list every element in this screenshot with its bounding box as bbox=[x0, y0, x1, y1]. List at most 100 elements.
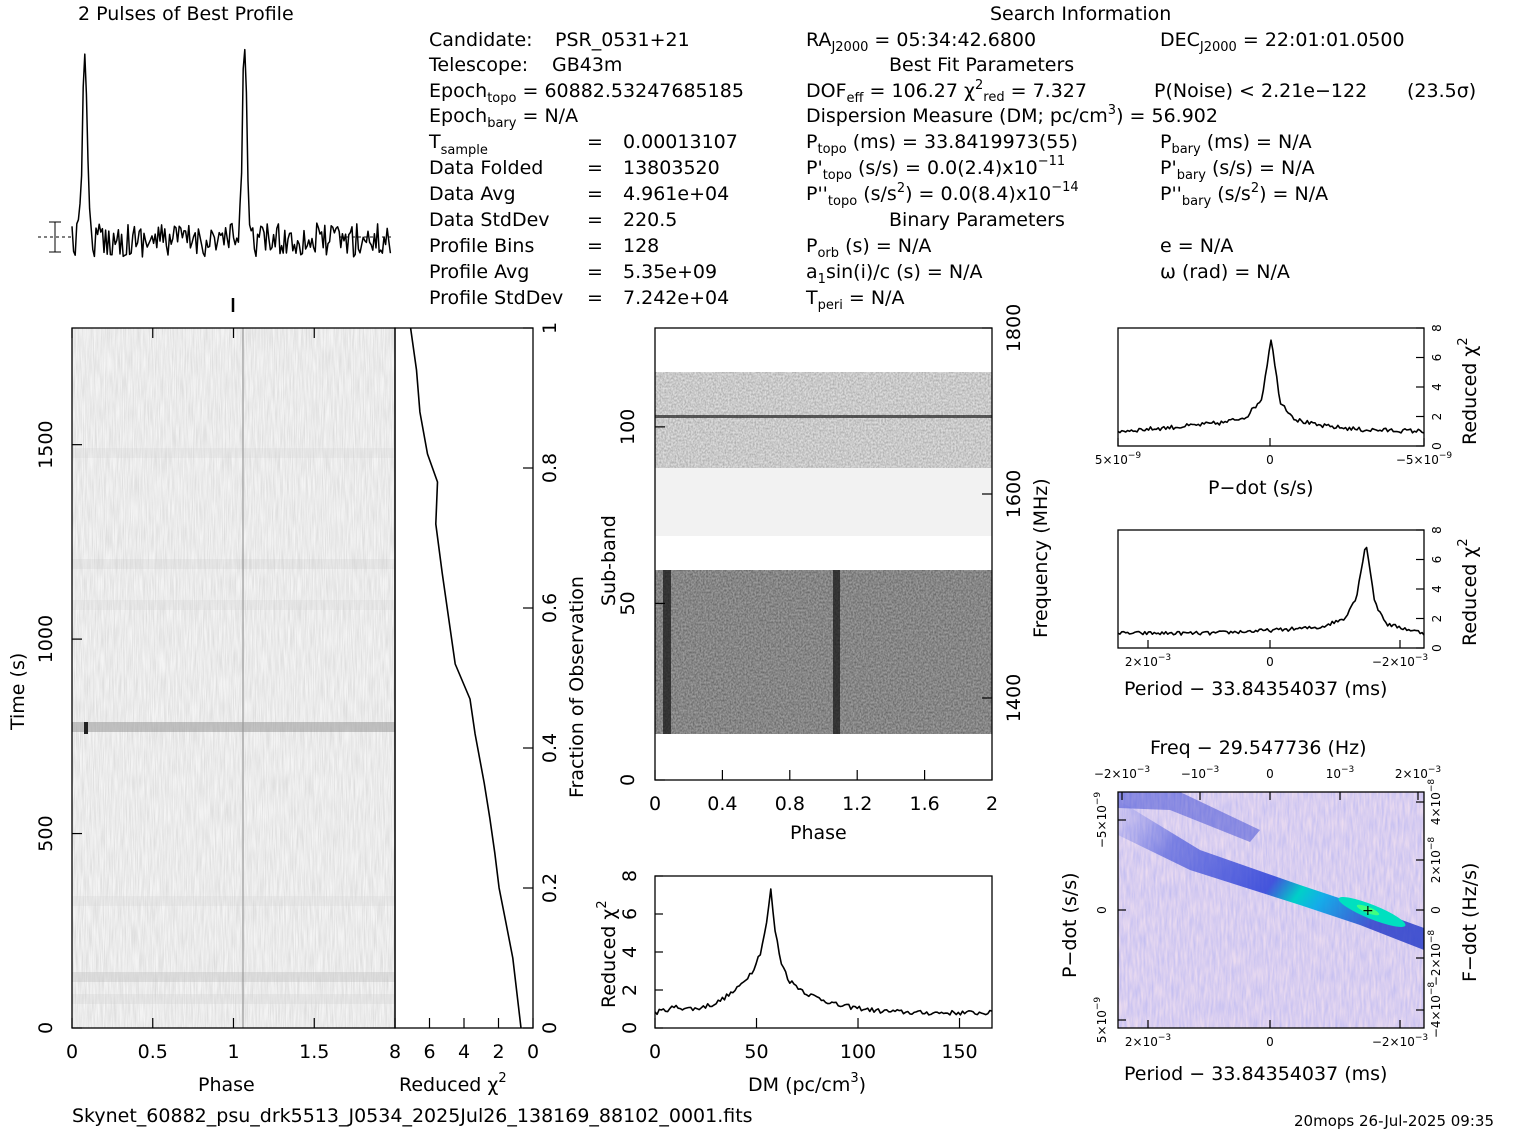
search-info-title: Search Information bbox=[990, 3, 1171, 25]
tick-label: 2 bbox=[986, 793, 998, 815]
dm-curve-panel: 0 50 100 150 0 2 4 6 8 DM (pc/cm3) Reduced χ2 bbox=[595, 870, 993, 1096]
subband-block-lower-noise bbox=[655, 570, 992, 734]
ra-value: 05:34:42.6800 bbox=[896, 29, 1036, 51]
tick-label: 2×10−3 bbox=[1125, 1033, 1171, 1049]
ppdot-band-upper bbox=[1118, 792, 1260, 842]
tick-label: 4 bbox=[1430, 585, 1444, 593]
tick-label: 0 bbox=[1430, 644, 1444, 652]
time-row bbox=[72, 448, 395, 458]
tick-label: −4×10−8 bbox=[1427, 982, 1443, 1039]
t-peri-label: Tperi = N/A bbox=[805, 287, 904, 313]
p-noise: P(Noise) < 2.21e−122 bbox=[1154, 80, 1367, 102]
omega-value: N/A bbox=[1256, 261, 1290, 283]
tick-label: 0 bbox=[1429, 906, 1443, 914]
tick-label: −5×10−9 bbox=[1093, 792, 1109, 849]
chi2-fraction-panel: 8 6 4 2 00 0.2 0.4 0.6 0.8 1 Reduced χ2 Fraction … bbox=[389, 322, 588, 1096]
tick-label: 0.2 bbox=[539, 873, 561, 903]
tick-label: 1.5 bbox=[299, 1041, 329, 1063]
subband-frame bbox=[654, 327, 993, 781]
ppdot-xlabel: Period − 33.84354037 (ms) bbox=[1124, 1063, 1387, 1085]
chi2-fraction-xlabel: Reduced χ2 bbox=[399, 1071, 507, 1096]
tick-label: −2×10−3 bbox=[1372, 1033, 1428, 1049]
period-curve-frame bbox=[1117, 529, 1425, 649]
e-label: e = N/A bbox=[1160, 235, 1233, 257]
bright-pixel bbox=[84, 722, 88, 734]
candidate-value: PSR_0531+21 bbox=[555, 29, 690, 51]
tick-label: 1600 bbox=[1003, 470, 1025, 518]
tick-label: −10−3 bbox=[1181, 765, 1220, 781]
profile-title: 2 Pulses of Best Profile bbox=[78, 3, 294, 25]
tick-label: 8 bbox=[389, 1041, 401, 1063]
tick-label: 5×10−9 bbox=[1095, 451, 1142, 467]
tick-label: 0 bbox=[1266, 655, 1274, 669]
tick-label: 4 bbox=[458, 1041, 470, 1063]
pd-bary-label: P'bary (s/s) = N/A bbox=[1160, 157, 1315, 183]
period-curve-line bbox=[1117, 546, 1425, 636]
tick-label: 0 bbox=[619, 1022, 641, 1034]
tick-label: 8 bbox=[619, 870, 641, 882]
tick-label: 2 bbox=[1430, 413, 1444, 421]
eq-sign: = bbox=[587, 235, 603, 257]
tick-label: 50 bbox=[617, 591, 639, 615]
epoch-topo-label: Epochtopo = 60882.53247685185 bbox=[429, 80, 744, 106]
eq-sign: = bbox=[587, 157, 603, 179]
info-column-1: Candidate: PSR_0531+21 Telescope: GB43m … bbox=[428, 29, 744, 309]
subband-ylabel: Sub-band bbox=[598, 515, 620, 606]
a1sini-label: a1sin(i)/c (s) = N/A bbox=[806, 261, 983, 287]
ppdot-ylabel: P−dot (s/s) bbox=[1059, 872, 1081, 978]
pd-bary-value: N/A bbox=[1281, 157, 1315, 179]
data-stddev-value: 220.5 bbox=[623, 209, 677, 231]
tick-label: 0 bbox=[1266, 453, 1274, 467]
epoch-bary-value: N/A bbox=[544, 105, 578, 127]
time-row bbox=[72, 994, 395, 1004]
tick-label: 4 bbox=[1430, 383, 1444, 391]
footer-stamp: 20mops 26-Jul-2025 09:35 bbox=[1294, 1112, 1494, 1130]
rfi-row bbox=[655, 415, 992, 418]
p-orb-label: Porb (s) = N/A bbox=[806, 235, 931, 261]
profile-bins-value: 128 bbox=[623, 235, 659, 257]
chi2-fraction-ylabel: Fraction of Observation bbox=[566, 576, 588, 798]
e-value: N/A bbox=[1200, 235, 1234, 257]
data-folded-value: 13803520 bbox=[623, 157, 720, 179]
tick-label: 0 bbox=[527, 1041, 539, 1063]
info-column-2: RAJ2000 = 05:34:42.6800 DECJ2000 = 22:01… bbox=[805, 29, 1476, 313]
profile-stddev-label: Profile StdDev bbox=[429, 287, 563, 309]
tick-label: 100 bbox=[840, 1041, 876, 1063]
binary-title: Binary Parameters bbox=[889, 209, 1065, 231]
pd-topo-value: 0.0(2.4)x10 bbox=[927, 157, 1038, 179]
tick-label: 0 bbox=[539, 1022, 561, 1034]
dof-value: 106.27 bbox=[891, 80, 957, 102]
tick-label: −2×10−8 bbox=[1427, 930, 1443, 987]
pdd-topo-value: 0.0(8.4)x10 bbox=[941, 183, 1052, 205]
tsample-value: 0.00013107 bbox=[623, 131, 738, 153]
dm-ylabel: Reduced χ2 bbox=[595, 900, 620, 1008]
fdot-ylabel: F−dot (Hz/s) bbox=[1459, 863, 1481, 982]
pdd-bary-value: N/A bbox=[1295, 183, 1329, 205]
tick-label: 2×10−3 bbox=[1395, 765, 1441, 781]
period-ylabel: Reduced χ2 bbox=[1456, 538, 1481, 646]
data-avg-label: Data Avg bbox=[429, 183, 516, 205]
dm-value: 56.902 bbox=[1152, 105, 1218, 127]
pulse-profile-plot bbox=[38, 48, 392, 312]
dm-curve-frame bbox=[654, 875, 993, 1029]
filename: Skynet_60882_psu_drk5513_J0534_2025Jul26… bbox=[72, 1105, 753, 1127]
eq-sign: = bbox=[587, 183, 603, 205]
dm-curve-line bbox=[654, 888, 993, 1016]
tick-label: 2×10−8 bbox=[1427, 837, 1443, 884]
subband-block-lower-tint bbox=[655, 570, 992, 734]
eq-sign: = bbox=[587, 209, 603, 231]
tick-label: 0 bbox=[35, 1022, 57, 1034]
tick-label: 6 bbox=[1430, 556, 1444, 564]
pulse-column-1 bbox=[663, 570, 671, 734]
tick-label: 1800 bbox=[1003, 304, 1025, 352]
best-fit-cross-icon: + bbox=[1362, 903, 1374, 919]
time-phase-xlabel: Phase bbox=[198, 1074, 255, 1096]
p-orb-value: N/A bbox=[898, 235, 932, 257]
telescope-label: Telescope: bbox=[428, 54, 528, 76]
tick-label: 500 bbox=[35, 815, 57, 851]
tick-label: 0 bbox=[649, 1041, 661, 1063]
ppdot-ridge bbox=[1118, 800, 1424, 950]
error-bar-icon bbox=[49, 221, 61, 253]
